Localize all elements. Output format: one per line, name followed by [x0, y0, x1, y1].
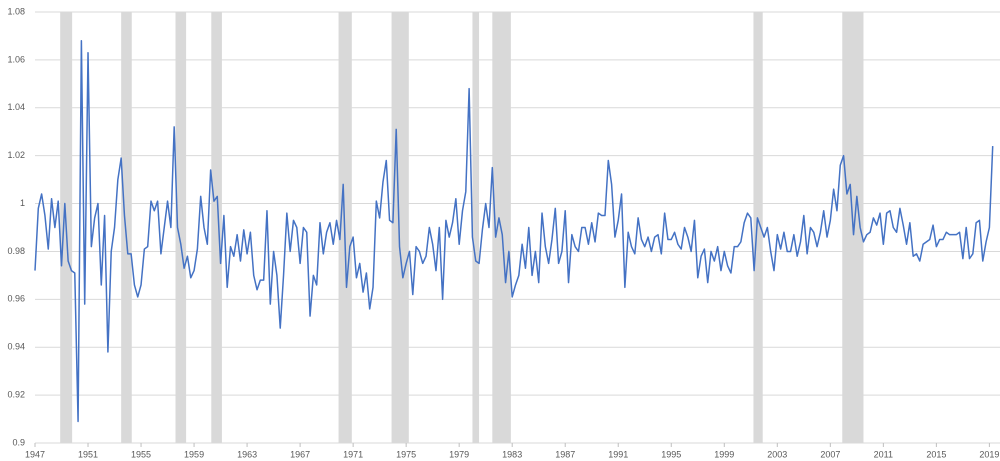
x-tick-label: 1975 — [396, 449, 416, 459]
x-tick-label: 1983 — [502, 449, 522, 459]
x-tick-label: 1999 — [714, 449, 734, 459]
y-tick-label: 0.92 — [7, 389, 25, 399]
y-tick-label: 0.98 — [7, 246, 25, 256]
x-tick-label: 2007 — [820, 449, 840, 459]
recession-band — [753, 12, 763, 443]
x-tick-label: 1947 — [25, 449, 45, 459]
recession-band — [472, 12, 480, 443]
x-tick-label: 1979 — [449, 449, 469, 459]
y-tick-label: 0.9 — [12, 437, 25, 447]
y-tick-label: 1.08 — [7, 6, 25, 16]
x-tick-label: 1995 — [661, 449, 681, 459]
x-tick-label: 1951 — [78, 449, 98, 459]
recession-band — [121, 12, 132, 443]
x-tick-label: 1955 — [131, 449, 151, 459]
x-tick-label: 1987 — [555, 449, 575, 459]
y-tick-label: 0.94 — [7, 342, 25, 352]
recession-band — [175, 12, 187, 443]
recession-band — [211, 12, 222, 443]
x-tick-label: 1963 — [237, 449, 257, 459]
y-tick-label: 1.02 — [7, 150, 25, 160]
y-tick-label: 1 — [20, 198, 25, 208]
x-tick-label: 1971 — [343, 449, 363, 459]
x-tick-label: 2019 — [979, 449, 999, 459]
y-tick-label: 1.04 — [7, 102, 25, 112]
x-tick-label: 1967 — [290, 449, 310, 459]
y-tick-label: 0.96 — [7, 294, 25, 304]
x-tick-label: 2011 — [874, 449, 893, 459]
x-tick-label: 2015 — [926, 449, 946, 459]
data-line — [34, 39, 994, 423]
x-tick-label: 2003 — [767, 449, 787, 459]
x-tick-label: 1959 — [184, 449, 204, 459]
x-tick-label: 1991 — [608, 449, 628, 459]
recession-band — [391, 12, 409, 443]
y-tick-label: 1.06 — [7, 54, 25, 64]
